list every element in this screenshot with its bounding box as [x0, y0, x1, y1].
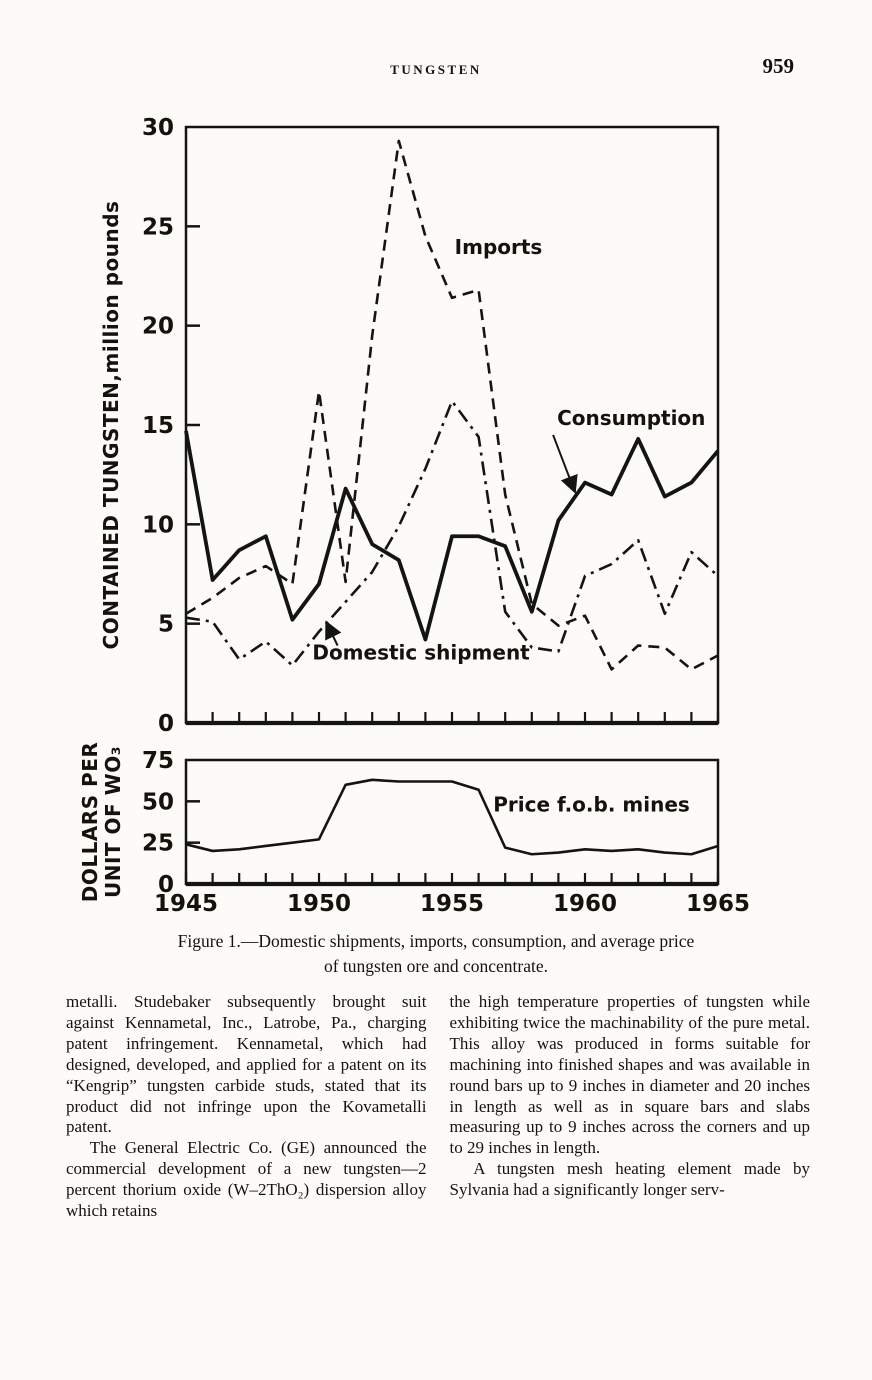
body-text: metalli. Studebaker subsequently brought…: [66, 992, 810, 1222]
chart-annotation-price-f-o-b-mines: Price f.o.b. mines: [493, 792, 690, 816]
paragraph: metalli. Studebaker subsequently brought…: [66, 992, 427, 1137]
annotation-arrow: [552, 434, 578, 494]
y-tick-label: 15: [142, 413, 174, 439]
running-title: TUNGSTEN: [390, 62, 482, 77]
y-axis-title: UNIT OF WO₃: [101, 746, 125, 898]
y-axis-title: CONTAINED TUNGSTEN,million pounds: [99, 201, 123, 650]
series-line-price-f-o-b-mines: [185, 778, 719, 856]
paragraph: the high temperature properties of tungs…: [449, 992, 811, 1158]
y-tick-label: 75: [142, 748, 174, 774]
right-column: the high temperature properties of tungs…: [450, 992, 811, 1222]
figure-caption-line-2: of tungsten ore and concentrate.: [323, 955, 548, 976]
y-tick-label: 0: [158, 872, 174, 898]
chart-annotation-domestic-shipment: Domestic shipment: [312, 640, 530, 664]
x-tick-label: 1955: [420, 891, 484, 915]
annotation-arrow: [325, 620, 342, 646]
y-tick-label: 0: [158, 711, 174, 737]
y-tick-label: 25: [142, 214, 174, 240]
chart-annotation-consumption: Consumption: [557, 406, 705, 430]
paragraph: The General Electric Co. (GE) announced …: [66, 1138, 427, 1221]
y-axis-title: DOLLARS PER: [78, 742, 102, 903]
y-tick-label: 5: [158, 612, 174, 638]
series-line-consumption: [184, 430, 720, 642]
paragraph: A tungsten mesh heating element made by …: [449, 1159, 811, 1200]
chart-annotation-imports: Imports: [455, 235, 543, 259]
y-tick-label: 30: [142, 115, 174, 141]
figure-caption: Figure 1.—Domestic shipments, imports, c…: [0, 929, 872, 979]
x-tick-label: 1965: [686, 891, 750, 915]
x-tick-label: 1960: [553, 891, 617, 915]
figure-caption-line-1: Figure 1.—Domestic shipments, imports, c…: [177, 931, 695, 951]
y-tick-label: 10: [142, 512, 174, 538]
y-tick-label: 25: [142, 831, 174, 857]
page-number: 959: [762, 54, 795, 78]
y-tick-label: 20: [142, 314, 174, 340]
x-tick-label: 1945: [154, 891, 218, 915]
plot-frame: [184, 758, 720, 886]
y-tick-label: 50: [142, 789, 174, 815]
series-line-domestic-shipment: [185, 399, 719, 667]
left-column: metalli. Studebaker subsequently brought…: [66, 992, 427, 1222]
x-tick-label: 1950: [287, 891, 351, 915]
series-line-imports: [185, 139, 719, 671]
